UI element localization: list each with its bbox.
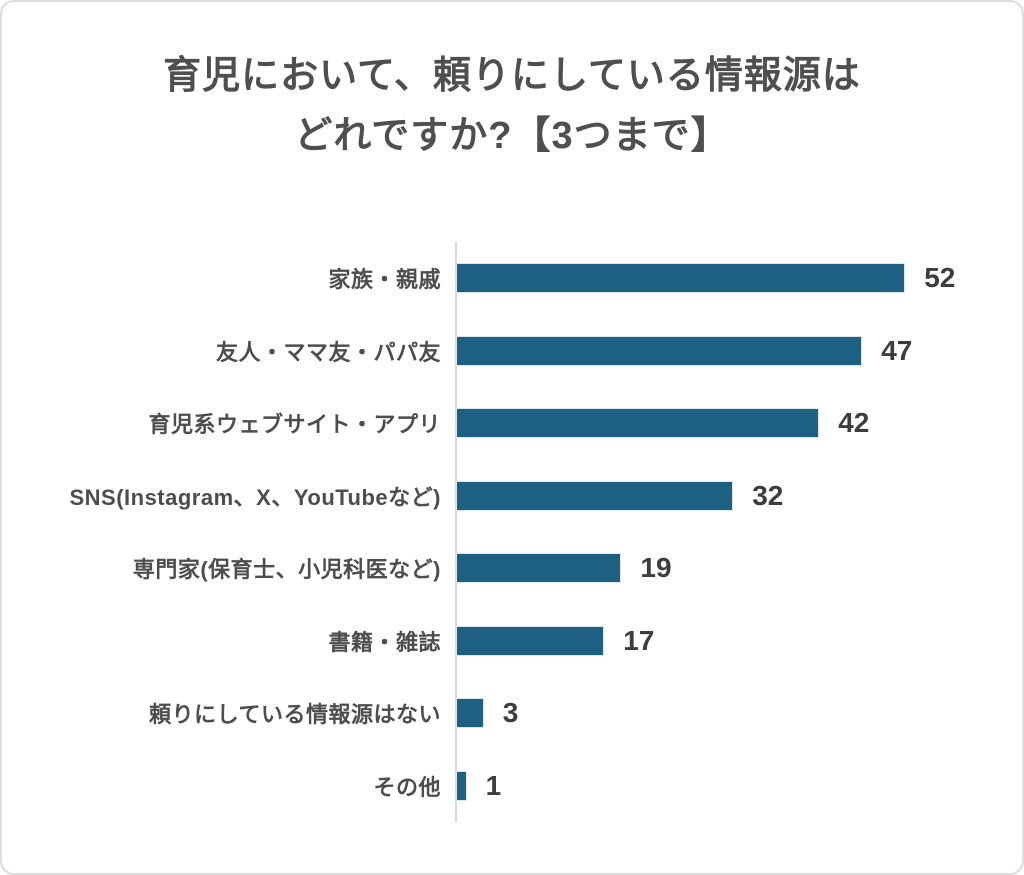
chart-row: 専門家(保育士、小児科医など) 19 [2,532,1022,605]
category-label: SNS(Instagram、X、YouTubeなど) [69,484,441,510]
category-label: 頼りにしている情報源はない [149,702,441,728]
chart-title: 育児において、頼りにしている情報源は どれですか?【3つまで】 [2,46,1022,166]
category-label: 書籍・雑誌 [328,629,441,655]
bar-area: 19 [455,532,1022,605]
bar [457,409,819,438]
value-label: 52 [924,262,956,294]
bar [457,554,621,583]
category-label: 育児系ウェブサイト・アプリ [148,412,441,438]
category-label: 家族・親戚 [328,267,441,293]
value-label: 17 [623,624,655,656]
bar [457,336,862,365]
value-label: 3 [502,697,519,729]
value-label: 47 [881,334,913,366]
value-label: 42 [838,407,870,439]
bar [457,771,466,800]
chart-title-line2: どれですか?【3つまで】 [294,115,730,157]
bar [457,626,604,655]
bar [457,699,483,728]
bar-chart: 家族・親戚 52 友人・ママ友・パパ友 47 育児系ウェブサイト・アプリ 42 SNS(In… [2,242,1022,822]
chart-row: SNS(Instagram、X、YouTubeなど) 32 [2,459,1022,532]
value-label: 1 [485,769,502,801]
bar-area: 17 [455,604,1022,677]
category-label: 専門家(保育士、小児科医など) [132,557,441,583]
bar [457,481,733,510]
chart-row: 書籍・雑誌 17 [2,604,1022,677]
bar-area: 1 [455,749,1022,822]
bar-area: 42 [455,387,1022,460]
value-label: 19 [640,552,672,584]
category-label: その他 [373,774,441,800]
value-label: 32 [752,479,784,511]
bar-area: 52 [455,242,1022,315]
bar-area: 47 [455,314,1022,387]
chart-row: 友人・ママ友・パパ友 47 [2,314,1022,387]
bar-area: 32 [455,459,1022,532]
chart-row: その他 1 [2,749,1022,822]
category-label: 友人・ママ友・パパ友 [215,339,441,365]
chart-row: 家族・親戚 52 [2,242,1022,315]
bar-chart-rows: 家族・親戚 52 友人・ママ友・パパ友 47 育児系ウェブサイト・アプリ 42 SNS(In… [2,242,1022,822]
chart-row: 頼りにしている情報源はない 3 [2,677,1022,750]
chart-row: 育児系ウェブサイト・アプリ 42 [2,387,1022,460]
chart-title-line1: 育児において、頼りにしている情報源は [163,55,861,97]
bar-area: 3 [455,677,1022,750]
bar [457,264,905,293]
